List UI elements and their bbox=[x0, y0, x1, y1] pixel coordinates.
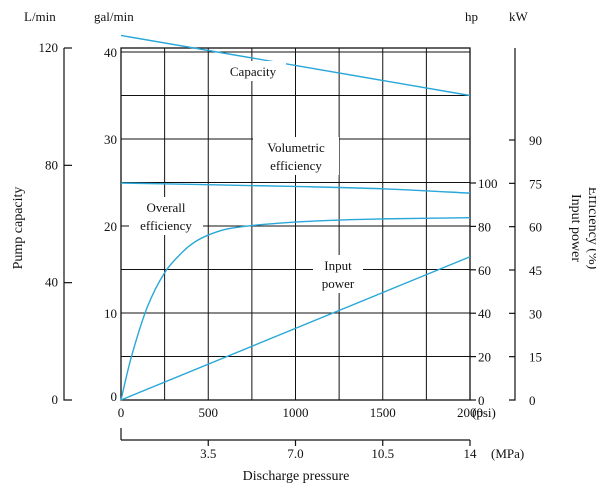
unit-mpa: (MPa) bbox=[491, 446, 524, 461]
tick-label-mpa: 14 bbox=[464, 446, 478, 461]
tick-label-galmin: 0 bbox=[111, 389, 118, 404]
tick-label-kw: 15 bbox=[529, 350, 542, 365]
annotation-overall: efficiency bbox=[140, 218, 192, 233]
tick-label-lmin: 40 bbox=[45, 275, 58, 290]
tick-label-hp: 80 bbox=[478, 219, 491, 234]
tick-label-kw: 60 bbox=[529, 220, 542, 235]
annotation-input: power bbox=[322, 276, 355, 291]
tick-label-hp: 60 bbox=[478, 263, 491, 278]
annotations: Capacity Volumetric efficiency Overall effic… bbox=[129, 61, 363, 293]
tick-label-kw: 30 bbox=[529, 306, 542, 321]
tick-label-psi: 1500 bbox=[370, 405, 396, 420]
annotation-input: Input bbox=[324, 258, 352, 273]
axis-kw bbox=[509, 48, 516, 401]
series-line-overall-efficiency bbox=[120, 217, 471, 401]
annotation-volumetric: efficiency bbox=[270, 158, 322, 173]
tick-label-kw: 0 bbox=[529, 393, 536, 408]
series-line-input-power bbox=[120, 256, 471, 401]
unit-galmin: gal/min bbox=[94, 9, 134, 24]
annotation-bg-overall bbox=[129, 197, 203, 235]
tick-label-galmin: 20 bbox=[104, 219, 117, 234]
tick-label-hp: 20 bbox=[478, 350, 491, 365]
tick-label-galmin: 40 bbox=[104, 45, 117, 60]
axis-title-discharge-pressure: Discharge pressure bbox=[243, 469, 350, 484]
tick-label-hp: 0 bbox=[478, 393, 485, 408]
tick-label-lmin: 120 bbox=[39, 40, 59, 55]
series-line-volumetric-efficiency bbox=[120, 182, 471, 194]
annotation-volumetric: Volumetric bbox=[267, 140, 325, 155]
tick-label-galmin: 30 bbox=[104, 132, 117, 147]
unit-hp: hp bbox=[465, 9, 478, 24]
unit-psi: (psi) bbox=[472, 405, 496, 420]
tick-label-mpa: 7.0 bbox=[287, 446, 303, 461]
tick-label-psi: 2000 bbox=[457, 405, 483, 420]
tick-label-kw: 90 bbox=[529, 133, 542, 148]
axis-title-input-power: Input power bbox=[568, 194, 583, 262]
tick-label-psi: 1000 bbox=[283, 405, 309, 420]
tick-label-galmin: 10 bbox=[104, 306, 117, 321]
tick-label-hp: 40 bbox=[478, 306, 491, 321]
axis-title-pump-capacity: Pump capacity bbox=[11, 187, 26, 270]
tick-label-lmin: 0 bbox=[52, 392, 59, 407]
tick-label-kw: 45 bbox=[529, 263, 542, 278]
tick-label-lmin: 80 bbox=[45, 157, 58, 172]
tick-label-mpa: 10.5 bbox=[371, 446, 394, 461]
tick-label-mpa: 3.5 bbox=[200, 446, 216, 461]
axes bbox=[63, 47, 516, 446]
unit-lmin: L/min bbox=[24, 9, 56, 24]
tick-label-psi: 500 bbox=[199, 405, 219, 420]
series-line-capacity bbox=[120, 34, 471, 97]
axis-title-efficiency: Efficiency (%) bbox=[585, 187, 596, 270]
plot-frame bbox=[120, 47, 471, 401]
unit-kw: kW bbox=[509, 9, 529, 24]
tick-label-kw: 75 bbox=[529, 176, 542, 191]
annotation-bg-capacity bbox=[220, 61, 286, 81]
annotation-overall: Overall bbox=[147, 200, 186, 215]
axis-lmin bbox=[63, 48, 72, 401]
tick-label-hp: 100 bbox=[478, 176, 498, 191]
annotation-bg-volumetric bbox=[253, 137, 339, 175]
tick-label-psi: 0 bbox=[118, 405, 125, 420]
tick-labels: 0408012001020304002040608010001530456075… bbox=[39, 40, 543, 461]
curves bbox=[120, 34, 471, 401]
annotation-capacity: Capacity bbox=[230, 64, 277, 79]
annotation-bg-input bbox=[313, 255, 363, 293]
